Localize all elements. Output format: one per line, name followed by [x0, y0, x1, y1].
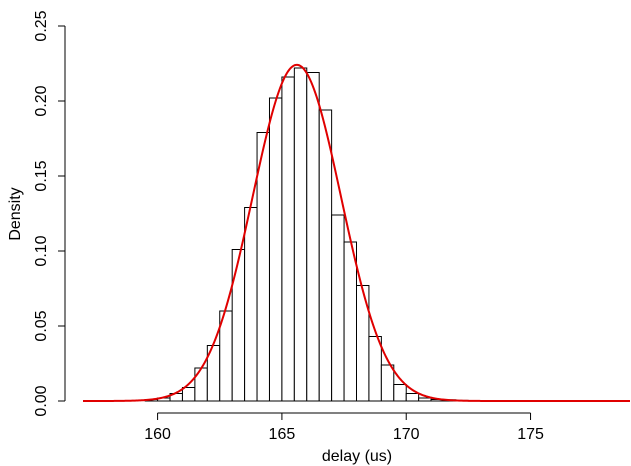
x-tick-label: 170 — [393, 426, 420, 443]
x-tick-label: 175 — [517, 426, 544, 443]
y-axis: 0.00 0.05 0.10 0.15 0.20 0.25 — [33, 10, 66, 417]
y-tick-label: 0.15 — [33, 160, 50, 191]
y-axis-title: Density — [7, 187, 24, 240]
y-tick-label: 0.05 — [33, 310, 50, 341]
bars-layer — [144, 67, 482, 402]
histogram-bar — [368, 336, 382, 402]
histogram-bar — [405, 393, 420, 402]
histogram-bar — [268, 97, 283, 402]
y-tick-label: 0.20 — [33, 85, 50, 116]
histogram-bar — [181, 387, 196, 402]
histogram-bar — [306, 72, 320, 402]
x-axis: 160 165 170 175 — [144, 412, 544, 443]
y-tick-label: 0.10 — [33, 235, 50, 266]
histogram-bar — [293, 67, 308, 402]
histogram-bar — [331, 214, 345, 402]
curve-layer — [83, 63, 630, 402]
y-tick-label: 0.00 — [33, 385, 50, 416]
density-curve — [83, 63, 630, 402]
y-tick-label: 0.25 — [33, 10, 50, 41]
x-tick-label: 165 — [269, 426, 296, 443]
histogram-bar — [256, 132, 270, 402]
histogram-bar — [393, 384, 407, 402]
x-tick-label: 160 — [144, 426, 171, 443]
histogram-bar — [281, 76, 295, 402]
histogram-bar — [231, 249, 246, 402]
histogram-bar — [244, 207, 258, 402]
x-axis-title: delay (us) — [322, 448, 392, 465]
histogram-bar — [380, 364, 395, 402]
histogram-bar — [318, 109, 333, 402]
histogram-bar — [194, 367, 208, 402]
histogram-bar — [343, 241, 358, 402]
histogram-bar — [418, 397, 432, 402]
